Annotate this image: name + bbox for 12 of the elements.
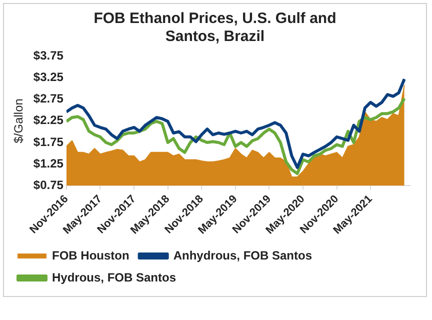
y-tick-label: $1.25	[33, 156, 64, 170]
y-tick-label: $3.75	[33, 48, 64, 63]
legend-label: Anhydrous, FOB Santos	[173, 248, 312, 262]
legend-label: Hydrous, FOB Santos	[52, 270, 176, 284]
y-tick-label: $1.75	[33, 134, 64, 149]
y-tick-label: $3.25	[33, 70, 64, 84]
y-tick-label: $0.75	[33, 178, 64, 192]
chart-title: FOB Ethanol Prices, U.S. Gulf and Santos, Brazil	[92, 10, 338, 46]
y-tick-label: $2.25	[33, 113, 64, 128]
y-axis-title: $/Gallon	[12, 98, 26, 144]
legend-label: FOB Houston	[52, 248, 130, 262]
y-tick-label: $2.75	[33, 92, 64, 106]
